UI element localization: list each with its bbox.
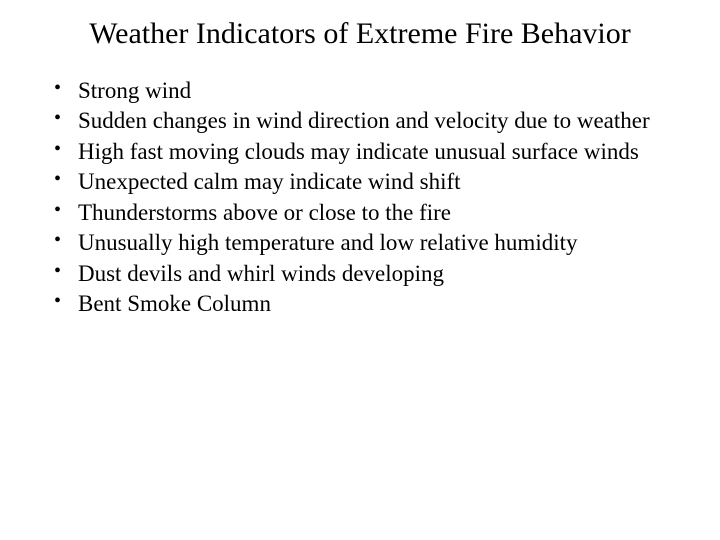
list-item: Unexpected calm may indicate wind shift — [54, 167, 680, 196]
list-item: Strong wind — [54, 76, 680, 105]
list-item: Sudden changes in wind direction and vel… — [54, 106, 680, 135]
bullet-list: Strong wind Sudden changes in wind direc… — [40, 76, 680, 319]
slide-title: Weather Indicators of Extreme Fire Behav… — [40, 16, 680, 52]
list-item: Thunderstorms above or close to the fire — [54, 198, 680, 227]
list-item: Unusually high temperature and low relat… — [54, 228, 680, 257]
list-item: High fast moving clouds may indicate unu… — [54, 137, 680, 166]
list-item: Bent Smoke Column — [54, 289, 680, 318]
list-item: Dust devils and whirl winds developing — [54, 259, 680, 288]
